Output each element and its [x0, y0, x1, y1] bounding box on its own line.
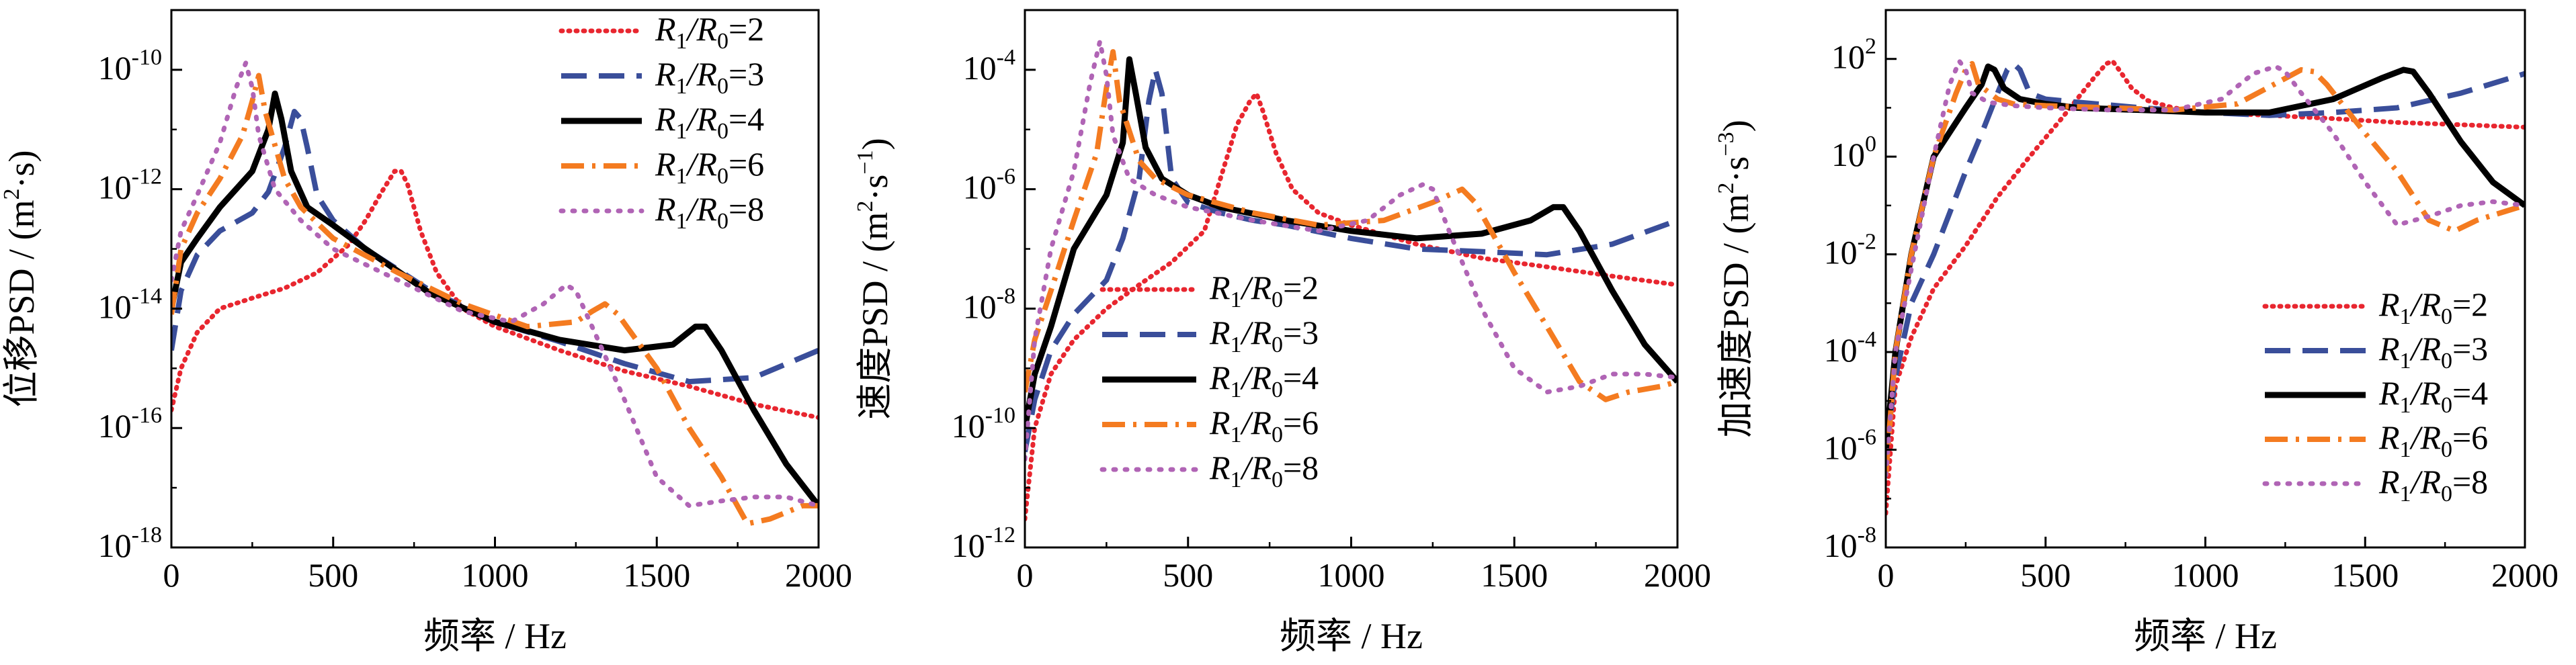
x-tick-label: 500	[2020, 556, 2071, 594]
series-line-r3	[171, 109, 819, 385]
x-tick-label: 1500	[1481, 556, 1548, 594]
chart-panel-2: 0 500 1000 1500 2000 10-12 10-10 10-8 10-6 10-4 频率…	[853, 9, 1711, 656]
legend-label-r8: R1/R0=8	[1209, 449, 1319, 492]
y-tick-label: 10-10	[952, 403, 1015, 445]
legend-label-r4: R1/R0=4	[655, 100, 764, 144]
y-tick-label: 10-12	[952, 523, 1015, 564]
series-line-r2	[1886, 58, 2525, 516]
legend: R1/R0=2R1/R0=3R1/R0=4R1/R0=6R1/R0=8	[1099, 269, 1319, 492]
chart-panel-3: 0 500 1000 1500 2000 10-8 10-6 10-4 10-2 100 102 频率…	[1714, 9, 2559, 656]
legend-label-r6: R1/R0=6	[655, 145, 764, 189]
chart-panel-1: 0 500 1000 1500 2000 10-18 10-16 10-14 10-12 10-1…	[0, 9, 852, 656]
y-axis-title: 位移PSD / (m2·s)	[0, 150, 42, 407]
legend: R1/R0=2R1/R0=3R1/R0=4R1/R0=6R1/R0=8	[2262, 285, 2488, 506]
legend-label-r6: R1/R0=6	[2378, 418, 2488, 462]
legend-label-r8: R1/R0=8	[655, 190, 764, 234]
x-tick-label: 1000	[1318, 556, 1385, 594]
legend-label-r2: R1/R0=2	[1209, 269, 1319, 312]
legend-label-r2: R1/R0=2	[655, 10, 764, 54]
y-tick-label: 10-14	[98, 283, 162, 325]
x-tick-label: 0	[1878, 556, 1895, 594]
series-line-r2	[1025, 91, 1677, 522]
series-line-r4	[1025, 56, 1677, 429]
x-tick-label: 0	[163, 556, 180, 594]
x-tick-label: 2000	[2491, 556, 2559, 594]
y-axis-title: 加速度PSD / (m2·s−3)	[1714, 120, 1756, 437]
x-tick-label: 1000	[462, 556, 529, 594]
y-tick-label: 10-16	[98, 403, 162, 445]
legend-label-r2: R1/R0=2	[2378, 285, 2488, 329]
y-tick-label: 10-4	[1824, 327, 1876, 369]
y-tick-label: 10-12	[98, 165, 162, 206]
series-line-r6	[1025, 49, 1677, 402]
y-axis-title: 速度PSD / (m2·s−1)	[853, 138, 895, 419]
legend-label-r3: R1/R0=3	[655, 55, 764, 99]
y-tick-label: 102	[1831, 34, 1876, 76]
y-tick-label: 100	[1831, 132, 1876, 173]
x-axis-title: 频率 / Hz	[2134, 616, 2277, 656]
y-tick-label: 10-18	[98, 523, 162, 564]
x-tick-label: 1000	[2172, 556, 2239, 594]
series-line-r8	[1025, 39, 1677, 462]
x-tick-label: 2000	[785, 556, 852, 594]
legend-label-r4: R1/R0=4	[2378, 374, 2488, 418]
y-tick-label: 10-4	[963, 45, 1015, 87]
legend-label-r3: R1/R0=3	[1209, 314, 1319, 357]
series-line-r4	[171, 90, 819, 508]
series-line-r6	[171, 73, 819, 527]
x-tick-label: 1500	[2331, 556, 2399, 594]
x-tick-label: 0	[1017, 556, 1034, 594]
series-line-r8	[1886, 58, 2525, 478]
legend-label-r4: R1/R0=4	[1209, 359, 1319, 402]
x-tick-label: 500	[308, 556, 358, 594]
x-axis-title: 频率 / Hz	[423, 616, 567, 656]
y-tick-label: 10-8	[1824, 523, 1876, 564]
legend-label-r8: R1/R0=8	[2378, 463, 2488, 506]
y-tick-label: 10-8	[963, 283, 1015, 325]
plot-frame	[1024, 9, 1679, 549]
series-line-r3	[1886, 60, 2525, 451]
legend: R1/R0=2R1/R0=3R1/R0=4R1/R0=6R1/R0=8	[558, 10, 764, 234]
series-line-r2	[171, 169, 819, 420]
x-tick-label: 1500	[623, 556, 690, 594]
y-tick-label: 10-6	[1824, 425, 1876, 467]
y-tick-label: 10-6	[963, 165, 1015, 206]
series-line-r8	[171, 60, 819, 508]
legend-label-r3: R1/R0=3	[2378, 330, 2488, 373]
x-axis-title: 频率 / Hz	[1280, 616, 1423, 656]
y-tick-label: 10-10	[98, 45, 162, 87]
y-tick-label: 10-2	[1824, 230, 1876, 271]
x-tick-label: 500	[1163, 556, 1213, 594]
x-tick-label: 2000	[1644, 556, 1711, 594]
legend-label-r6: R1/R0=6	[1209, 404, 1319, 447]
